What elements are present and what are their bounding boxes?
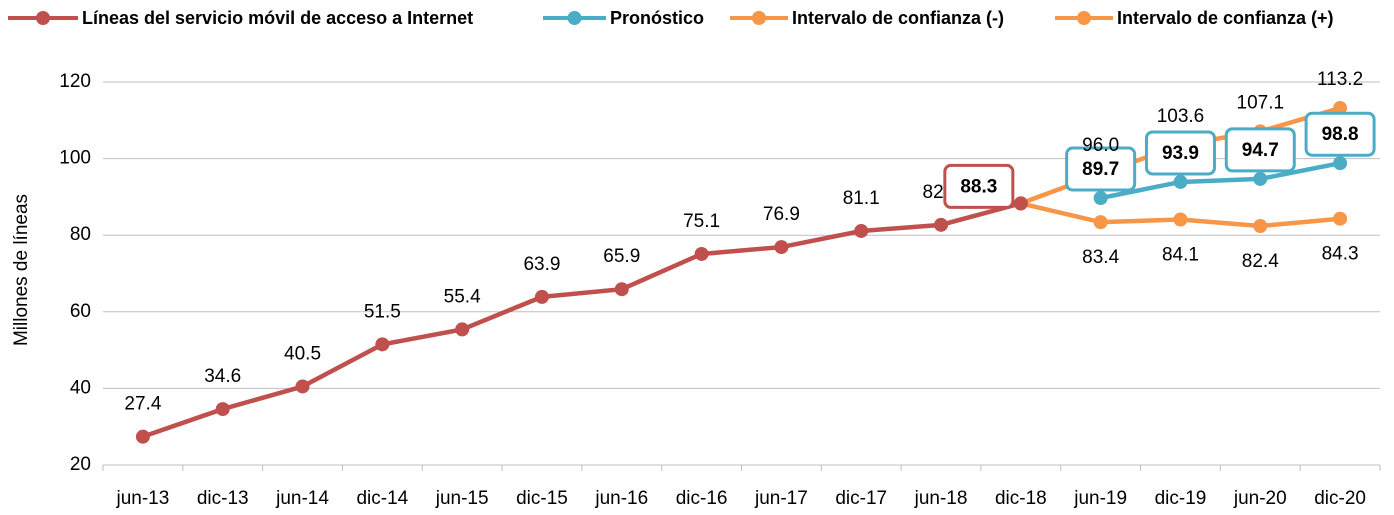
data-label: 75.1 [683, 211, 720, 232]
series-line [142, 201, 1022, 439]
data-label: 34.6 [204, 366, 241, 387]
data-label: 113.2 [1317, 69, 1363, 90]
x-tick-label: dic-16 [676, 488, 728, 509]
x-tick-label: dic-13 [197, 488, 249, 509]
point [854, 223, 869, 238]
point [375, 337, 390, 352]
point [774, 240, 789, 255]
x-tick-label: dic-14 [356, 488, 408, 509]
point [1173, 212, 1188, 227]
data-label: 81.1 [843, 188, 880, 209]
point [135, 429, 150, 444]
series-line [1100, 160, 1341, 201]
data-label: 27.4 [124, 394, 161, 415]
legend-marker [567, 11, 582, 25]
data-label: 96.0 [1082, 135, 1119, 156]
point [1333, 211, 1348, 226]
y-tick-label: 60 [70, 301, 91, 322]
y-tick-label: 120 [59, 71, 91, 92]
point [455, 322, 470, 337]
y-tick-label: 20 [70, 454, 91, 475]
legend-label: Líneas del servicio móvil de acceso a In… [82, 8, 473, 28]
x-tick-label: dic-17 [835, 488, 887, 509]
x-tick-label: dic-20 [1314, 488, 1366, 509]
point [1093, 215, 1108, 230]
point [614, 282, 629, 297]
legend-label: Pronóstico [610, 8, 704, 28]
x-tick-label: jun-13 [115, 488, 169, 509]
x-tick-label: dic-19 [1155, 488, 1207, 509]
point [1333, 101, 1348, 116]
point [1253, 171, 1268, 186]
data-label: 94.7 [1242, 140, 1279, 161]
x-tick-label: dic-18 [995, 488, 1047, 509]
x-tick-label: jun-18 [914, 488, 968, 509]
data-label: 83.4 [1082, 247, 1119, 268]
data-label: 98.8 [1322, 124, 1359, 145]
legend-marker [1077, 11, 1091, 25]
data-label: 63.9 [523, 254, 560, 275]
point [1093, 191, 1108, 206]
legend-marker [36, 11, 50, 25]
point [694, 246, 709, 261]
point [1333, 156, 1348, 171]
y-tick-label: 100 [59, 148, 91, 169]
x-tick-label: dic-15 [516, 488, 568, 509]
data-label: 65.9 [603, 246, 640, 267]
data-label: 84.1 [1162, 245, 1199, 266]
data-label: 93.9 [1162, 143, 1199, 164]
point [934, 217, 949, 232]
x-tick-label: jun-19 [1073, 488, 1127, 509]
data-label: 84.3 [1322, 244, 1359, 265]
label-box [1144, 130, 1216, 176]
y-tick-label: 80 [70, 224, 91, 245]
x-tick-label: jun-20 [1233, 488, 1287, 509]
point [1173, 174, 1188, 189]
point [295, 379, 310, 394]
data-label: 107.1 [1237, 92, 1285, 113]
x-tick-label: jun-16 [594, 488, 648, 509]
data-label: 76.9 [763, 204, 800, 225]
data-label: 51.5 [364, 301, 401, 322]
data-label: 103.6 [1157, 106, 1205, 127]
x-tick-label: jun-14 [275, 488, 329, 509]
legend-label: Intervalo de confianza (-) [792, 8, 1004, 28]
point [1253, 219, 1268, 234]
point [1013, 196, 1028, 211]
legend-marker [752, 11, 766, 25]
x-tick-label: jun-15 [435, 488, 489, 509]
y-axis-label: Millones de líneas [11, 194, 32, 346]
label-box [943, 163, 1015, 209]
y-tick-label: 40 [70, 377, 91, 398]
data-label: 89.7 [1082, 159, 1119, 180]
x-tick-label: jun-17 [754, 488, 808, 509]
label-box [1224, 127, 1296, 173]
legend-label: Intervalo de confianza (+) [1117, 8, 1334, 28]
label-box [1304, 111, 1376, 157]
data-label: 40.5 [284, 344, 321, 365]
label-box [1065, 146, 1137, 192]
data-label: 82.4 [1242, 251, 1279, 272]
data-label: 88.3 [960, 176, 997, 197]
point [215, 402, 230, 417]
data-label: 55.4 [444, 286, 481, 307]
point [534, 289, 549, 304]
